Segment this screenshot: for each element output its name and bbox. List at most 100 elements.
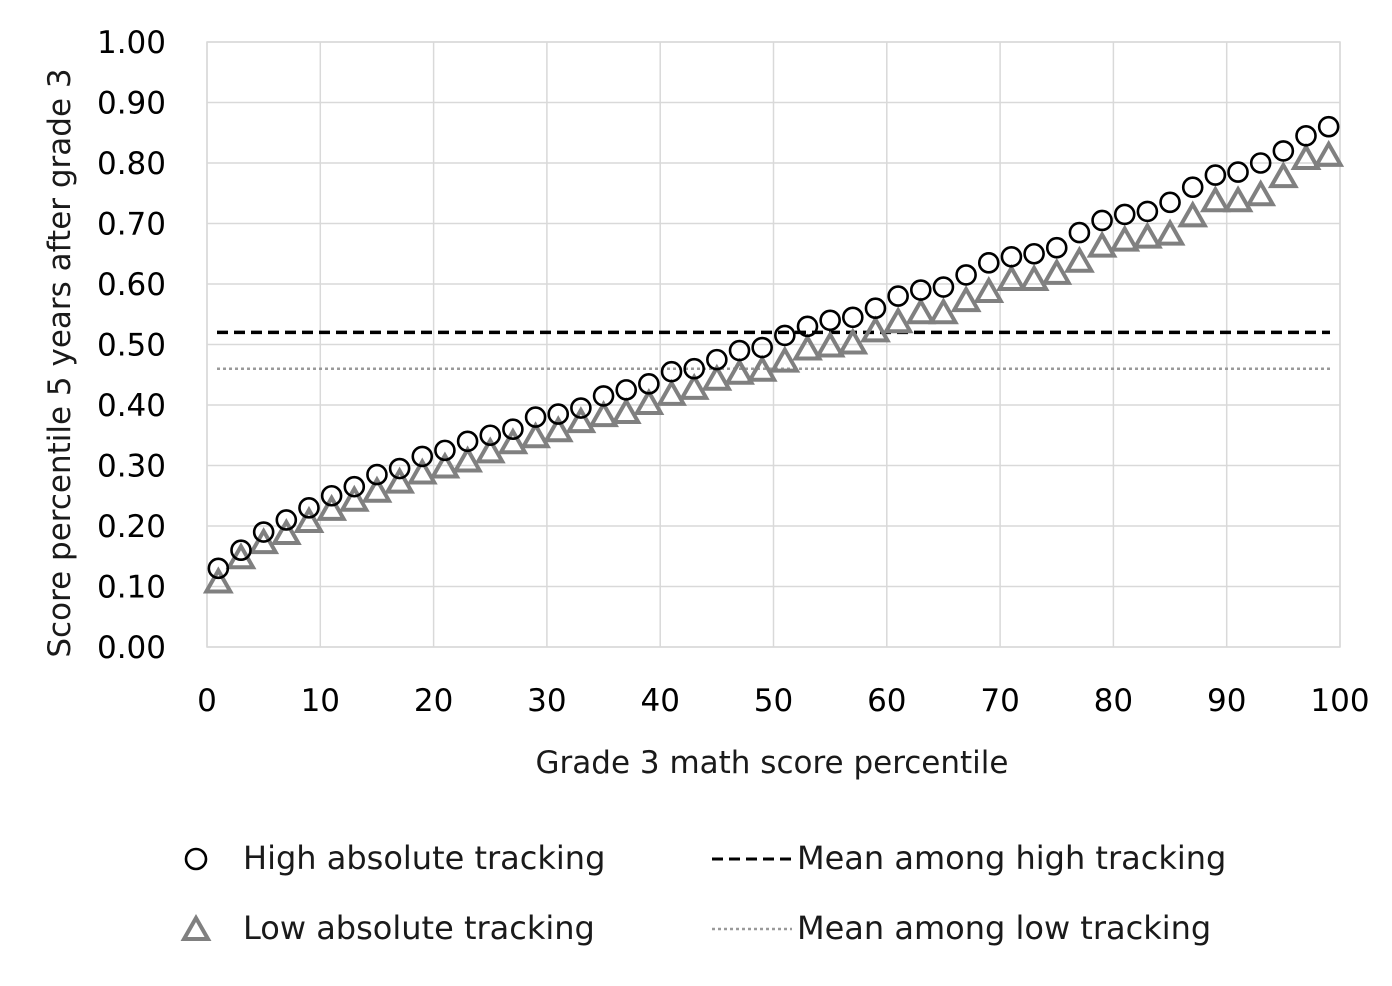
low-tracking-point xyxy=(406,457,438,485)
high-tracking-point xyxy=(320,484,343,507)
low-tracking-point xyxy=(746,354,778,382)
high-tracking-point xyxy=(1091,209,1113,232)
low-tracking-point xyxy=(1086,230,1118,258)
low-tracking-point xyxy=(1018,263,1050,291)
low-tracking-point xyxy=(202,566,234,594)
x-axis-tick-labels: 0 10 20 30 40 50 60 70 80 90 100 xyxy=(197,683,1369,719)
high-tracking-point xyxy=(1227,161,1249,183)
high-tracking-point xyxy=(570,397,592,419)
high-tracking-point xyxy=(819,309,841,332)
low-tracking-point xyxy=(452,445,484,473)
high-tracking-point xyxy=(1249,152,1272,174)
high-tracking-point xyxy=(932,276,955,298)
low-tracking-point xyxy=(1063,245,1095,273)
y-tick-label: 0.80 xyxy=(97,146,166,182)
y-axis-title: Score percentile 5 years after grade 3 xyxy=(42,68,78,657)
high-tracking-point xyxy=(230,539,252,562)
low-tracking-point xyxy=(633,387,665,415)
low-tracking-point xyxy=(1131,221,1163,249)
high-tracking-point xyxy=(842,306,864,329)
low-tracking-point xyxy=(928,297,959,325)
low-tracking-point xyxy=(1177,200,1209,228)
y-tick-label: 0.10 xyxy=(97,570,166,606)
low-tracking-point xyxy=(520,421,552,449)
high-tracking-point xyxy=(774,324,796,347)
low-tracking-point xyxy=(678,372,710,400)
low-tracking-point xyxy=(293,505,325,533)
legend: High absolute tracking Low absolute track… xyxy=(180,839,1226,947)
high-tracking-point xyxy=(864,297,887,320)
y-tick-label: 0.90 xyxy=(97,86,166,122)
low-tracking-point xyxy=(565,406,597,434)
legend-label: Low absolute tracking xyxy=(243,909,595,947)
high-tracking-point xyxy=(796,315,819,338)
y-tick-label: 0.40 xyxy=(97,388,166,424)
gridlines xyxy=(206,41,1341,648)
low-tracking-point xyxy=(338,484,370,512)
high-tracking-point xyxy=(411,445,434,468)
high-tracking-point xyxy=(1181,176,1204,198)
x-tick-label: 70 xyxy=(980,683,1019,719)
legend-circle-marker xyxy=(184,847,208,871)
low-tracking-point xyxy=(248,527,280,555)
x-tick-label: 30 xyxy=(527,683,566,719)
low-tracking-point xyxy=(1245,179,1277,207)
low-tracking-point xyxy=(1109,224,1141,252)
low-tracking-point xyxy=(542,415,574,443)
low-tracking-point xyxy=(792,333,823,361)
plot-area-border xyxy=(206,41,1341,648)
y-tick-label: 0.00 xyxy=(97,630,166,666)
y-tick-label: 0.70 xyxy=(97,207,166,243)
high-tracking-point xyxy=(977,252,1000,274)
low-tracking-point xyxy=(1267,161,1299,189)
x-tick-label: 40 xyxy=(640,683,679,719)
high-tracking-point xyxy=(547,403,570,425)
high-tracking-point xyxy=(887,285,909,307)
high-tracking-point xyxy=(1272,140,1295,162)
high-tracking-point xyxy=(1068,221,1091,244)
low-tracking-point xyxy=(1199,185,1231,213)
x-tick-label: 80 xyxy=(1094,683,1133,719)
low-tracking-point xyxy=(1313,139,1345,167)
x-tick-label: 90 xyxy=(1207,683,1246,719)
high-tracking-point xyxy=(728,339,751,362)
low-tracking-point xyxy=(610,397,642,425)
high-tracking-point xyxy=(298,497,320,519)
high-tracking-point xyxy=(1000,245,1023,268)
high-tracking-point xyxy=(479,424,502,447)
high-tracking-point xyxy=(592,385,615,407)
high-tracking-point xyxy=(343,475,366,498)
low-tracking-point xyxy=(724,357,755,385)
low-tracking-point xyxy=(1154,218,1186,246)
legend-label: Mean among high tracking xyxy=(797,839,1226,877)
low-tracking-point xyxy=(837,327,869,355)
high-tracking-point xyxy=(1045,236,1068,259)
y-tick-label: 0.20 xyxy=(97,509,166,545)
low-tracking-point xyxy=(995,263,1027,291)
high-tracking-point xyxy=(524,406,547,428)
legend-triangle-marker xyxy=(180,913,212,941)
low-tracking-point xyxy=(270,518,302,546)
low-tracking-point xyxy=(361,475,393,503)
low-tracking-point xyxy=(474,436,506,464)
mean-reference-lines xyxy=(217,330,1330,370)
x-tick-label: 20 xyxy=(414,683,453,719)
high-tracking-point xyxy=(615,379,638,401)
high-tracking-point xyxy=(1295,124,1317,147)
low-tracking-point xyxy=(860,315,891,343)
high-tracking-point xyxy=(1023,242,1045,265)
high-tracking-point xyxy=(207,557,230,580)
legend-label: High absolute tracking xyxy=(243,839,605,877)
y-axis-tick-labels: 0.00 0.10 0.20 0.30 0.40 0.50 0.60 0.70 0.80 0.90… xyxy=(97,25,166,666)
low-tracking-point xyxy=(769,345,801,373)
y-tick-label: 0.50 xyxy=(97,328,166,364)
high-tracking-point xyxy=(955,264,977,286)
low-tracking-point xyxy=(316,493,348,521)
legend-label: Mean among low tracking xyxy=(797,909,1211,947)
low-tracking-point xyxy=(1290,142,1322,170)
low-tracking-point xyxy=(701,363,733,391)
high-tracking-point xyxy=(502,418,524,441)
y-tick-label: 0.30 xyxy=(97,449,166,485)
high-tracking-point xyxy=(456,430,479,453)
